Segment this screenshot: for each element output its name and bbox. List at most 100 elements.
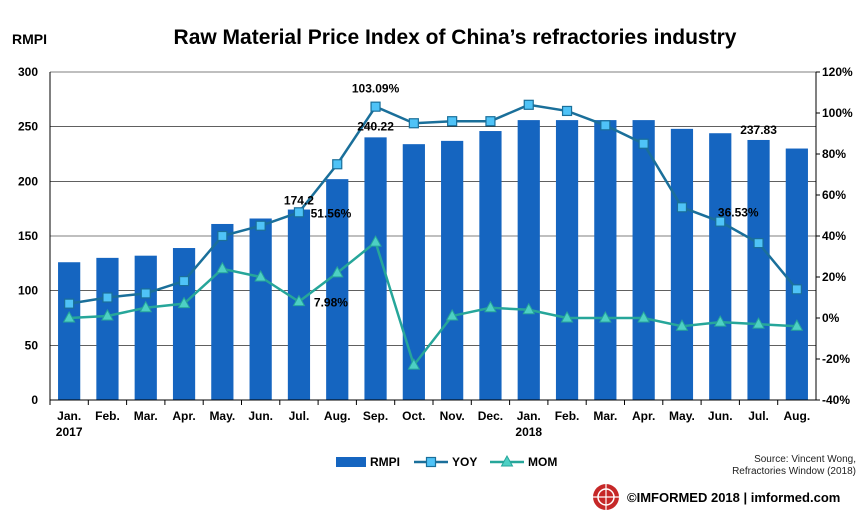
x-tick-label: Jul. bbox=[748, 409, 769, 423]
x-tick-label: Mar. bbox=[593, 409, 617, 423]
mom-point bbox=[292, 294, 306, 307]
plot-area: 0 50 100 150 200 250 300 -40% -20% 0% 20% 40% 60% 80%… bbox=[18, 65, 853, 439]
yoy-point bbox=[638, 138, 649, 149]
yoy-point bbox=[140, 288, 151, 299]
right-tick-label: -40% bbox=[822, 393, 850, 407]
x-tick-label: Aug. bbox=[324, 409, 351, 423]
yoy-point bbox=[64, 298, 75, 309]
bar-rmpi bbox=[249, 218, 272, 400]
x-tick-label: Aug. bbox=[784, 409, 811, 423]
left-tick-label: 250 bbox=[18, 120, 38, 134]
mom-point bbox=[139, 300, 153, 313]
left-tick-label: 0 bbox=[31, 393, 38, 407]
yoy-point bbox=[523, 99, 534, 110]
chart-title: Raw Material Price Index of China’s refr… bbox=[174, 26, 737, 49]
mom-point bbox=[177, 296, 191, 309]
yoy-point bbox=[102, 292, 113, 303]
legend-rmpi-label: RMPI bbox=[370, 455, 400, 469]
bar-rmpi bbox=[211, 223, 234, 400]
yoy-point bbox=[370, 101, 381, 112]
mom-point bbox=[369, 235, 382, 247]
right-tick-label: 20% bbox=[822, 270, 846, 284]
footer-credit: ©IMFORMED 2018 | imformed.com bbox=[627, 490, 840, 505]
yoy-point bbox=[217, 230, 228, 242]
bar-rmpi bbox=[747, 139, 770, 400]
bar-rmpi bbox=[172, 248, 196, 400]
bar-rmpi bbox=[709, 133, 732, 400]
x-tick-label: May. bbox=[209, 409, 235, 423]
mom-point bbox=[216, 261, 229, 274]
x-tick-label: Jan. bbox=[57, 409, 81, 423]
x-tick-label: Feb. bbox=[555, 409, 580, 423]
x-tick-label: Sep. bbox=[363, 409, 388, 423]
x-tick-label: Jul. bbox=[289, 409, 310, 423]
yoy-point bbox=[178, 276, 190, 287]
left-tick-label: 300 bbox=[18, 65, 38, 79]
data-label-rmpi: 240.22 bbox=[357, 119, 394, 133]
legend-mom-swatch-marker bbox=[500, 454, 514, 467]
yoy-point bbox=[753, 238, 764, 249]
yoy-point bbox=[600, 120, 611, 131]
data-label-rmpi: 174.2 bbox=[284, 194, 314, 208]
bar-rmpi bbox=[441, 140, 464, 400]
yoy-point bbox=[255, 220, 266, 231]
yoy-point bbox=[408, 118, 419, 129]
mom-point bbox=[599, 310, 612, 323]
bar-rmpi bbox=[402, 144, 425, 400]
bar-rmpi bbox=[785, 148, 808, 400]
right-tick-label: 60% bbox=[822, 188, 846, 202]
bar-rmpi bbox=[670, 128, 694, 400]
x-tick-label: Nov. bbox=[440, 409, 465, 423]
x-tick-label: Jan. bbox=[517, 409, 541, 423]
mom-point bbox=[637, 310, 650, 323]
bar-rmpi bbox=[594, 120, 617, 401]
bar-rmpi bbox=[134, 255, 157, 400]
yoy-point bbox=[447, 116, 458, 127]
yoy-point bbox=[791, 284, 802, 295]
right-tick-label: 80% bbox=[822, 147, 846, 161]
legend: RMPI YOY MOM bbox=[336, 454, 557, 469]
data-label-rmpi: 237.83 bbox=[740, 123, 777, 137]
mom-point bbox=[790, 319, 804, 331]
yoy-point bbox=[485, 116, 496, 127]
x-tick-label: Jun. bbox=[248, 409, 273, 423]
yoy-point bbox=[332, 159, 343, 170]
bar-rmpi bbox=[326, 179, 349, 400]
year-label: 2018 bbox=[515, 425, 542, 439]
left-tick-label: 200 bbox=[18, 174, 38, 188]
x-tick-label: Apr. bbox=[632, 409, 655, 423]
x-tick-label: Jun. bbox=[708, 409, 733, 423]
mom-line bbox=[69, 240, 797, 368]
mom-point bbox=[752, 317, 765, 329]
yoy-point bbox=[676, 202, 688, 213]
left-tick-label: 100 bbox=[18, 284, 38, 298]
source-line-1: Source: Vincent Wong, bbox=[754, 454, 856, 465]
mom-point bbox=[330, 265, 344, 278]
x-tick-label: Feb. bbox=[95, 409, 120, 423]
yoy-point bbox=[293, 207, 305, 218]
legend-yoy-swatch-marker bbox=[425, 456, 437, 468]
logo-icon bbox=[593, 484, 619, 510]
bar-rmpi bbox=[479, 131, 502, 401]
mom-point bbox=[445, 308, 459, 321]
x-tick-label: Apr. bbox=[172, 409, 195, 423]
bar-rmpi bbox=[632, 120, 655, 401]
mom-point bbox=[675, 319, 689, 331]
right-tick-label: 100% bbox=[822, 106, 853, 120]
right-tick-label: 40% bbox=[822, 229, 846, 243]
left-tick-label: 50 bbox=[25, 338, 39, 352]
x-tick-label: Mar. bbox=[134, 409, 158, 423]
left-axis-unit-label: RMPI bbox=[12, 31, 47, 47]
right-tick-label: -20% bbox=[822, 352, 850, 366]
bar-rmpi bbox=[58, 262, 81, 400]
source-line-2: Refractories Window (2018) bbox=[732, 466, 856, 477]
data-label-yoy: 36.53% bbox=[718, 206, 759, 220]
bar-rmpi bbox=[517, 120, 540, 401]
data-label-yoy: 51.56% bbox=[311, 206, 352, 220]
mom-point bbox=[484, 300, 497, 313]
mom-point bbox=[407, 358, 421, 370]
legend-rmpi-swatch bbox=[336, 457, 366, 467]
yoy-line bbox=[68, 103, 798, 305]
data-label-mom: 7.98% bbox=[314, 296, 348, 310]
